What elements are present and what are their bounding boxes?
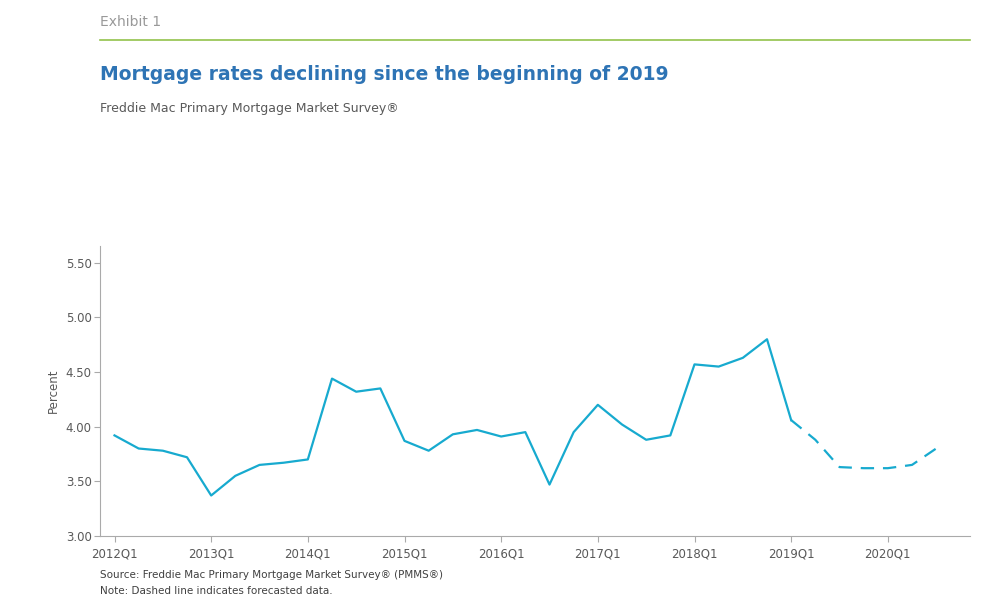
Text: Note: Dashed line indicates forecasted data.: Note: Dashed line indicates forecasted d…: [100, 586, 333, 596]
Y-axis label: Percent: Percent: [47, 369, 60, 413]
Text: Source: Freddie Mac Primary Mortgage Market Survey® (PMMS®): Source: Freddie Mac Primary Mortgage Mar…: [100, 570, 443, 580]
Text: Mortgage rates declining since the beginning of 2019: Mortgage rates declining since the begin…: [100, 65, 669, 84]
Text: Exhibit 1: Exhibit 1: [100, 15, 161, 30]
Text: Freddie Mac Primary Mortgage Market Survey®: Freddie Mac Primary Mortgage Market Surv…: [100, 102, 399, 115]
